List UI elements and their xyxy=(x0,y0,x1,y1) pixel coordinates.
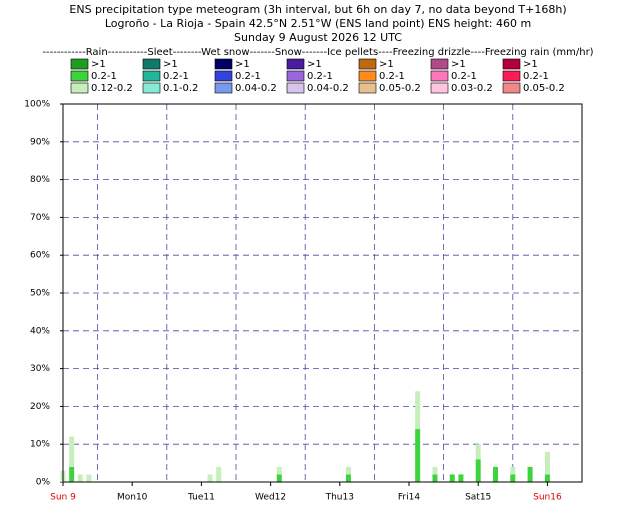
bar xyxy=(276,474,282,482)
bar xyxy=(216,466,222,482)
bar xyxy=(345,474,351,482)
legend-label: 0.03-0.2 xyxy=(451,83,493,94)
legend-swatch xyxy=(70,70,89,82)
legend-label: 0.2-1 xyxy=(379,71,405,82)
bar xyxy=(69,466,75,482)
legend-label: >1 xyxy=(307,59,322,70)
bar xyxy=(432,466,438,475)
legend-swatch xyxy=(502,82,521,94)
bar xyxy=(475,459,481,482)
legend-label: >1 xyxy=(235,59,250,70)
y-tick-label: 0% xyxy=(36,478,51,488)
bar xyxy=(449,474,455,482)
legend-swatch xyxy=(358,82,377,94)
legend-swatch xyxy=(214,70,233,82)
chart-title: ENS precipitation type meteogram (3h int… xyxy=(69,3,566,16)
legend-header: ------------Rain-----------Sleet--------… xyxy=(42,47,593,58)
legend-swatch xyxy=(70,58,89,70)
y-tick-label: 90% xyxy=(30,137,50,147)
legend-swatch xyxy=(214,82,233,94)
y-tick-label: 20% xyxy=(30,402,50,412)
legend-swatch xyxy=(430,58,449,70)
bar xyxy=(77,474,83,482)
chart-date: Sunday 9 August 2026 12 UTC xyxy=(234,31,402,44)
x-tick-label: Tue11 xyxy=(187,493,215,503)
legend-swatch xyxy=(214,58,233,70)
x-tick-label: Sat15 xyxy=(465,493,491,503)
legend-label: 0.05-0.2 xyxy=(523,83,565,94)
bar xyxy=(86,474,92,482)
y-tick-label: 10% xyxy=(30,440,50,450)
bar xyxy=(207,474,213,482)
x-tick-label: Sun16 xyxy=(533,493,562,503)
bar xyxy=(345,466,351,475)
legend-swatch xyxy=(358,70,377,82)
legend-label: 0.1-0.2 xyxy=(163,83,198,94)
legend-swatch xyxy=(286,82,305,94)
legend-label: 0.2-1 xyxy=(163,71,189,82)
bar xyxy=(510,474,516,482)
bar xyxy=(276,466,282,475)
x-tick-label: Wed12 xyxy=(255,493,286,503)
bar xyxy=(544,474,550,482)
legend-swatch xyxy=(430,70,449,82)
legend-swatch xyxy=(142,58,161,70)
legend-label: >1 xyxy=(91,59,106,70)
y-tick-label: 100% xyxy=(24,100,50,110)
bar xyxy=(69,436,75,467)
legend-swatch xyxy=(430,82,449,94)
legend-label: 0.05-0.2 xyxy=(379,83,421,94)
bar xyxy=(544,451,550,475)
legend-label: >1 xyxy=(523,59,538,70)
bar xyxy=(415,429,421,482)
legend-swatch xyxy=(358,58,377,70)
bar xyxy=(493,466,498,482)
legend-swatch xyxy=(142,70,161,82)
legend-label: 0.2-1 xyxy=(91,71,117,82)
legend-swatch xyxy=(70,82,89,94)
legend-label: >1 xyxy=(379,59,394,70)
plot-frame xyxy=(62,103,583,483)
legend-swatch xyxy=(502,58,521,70)
chart-subtitle: Logroño - La Rioja - Spain 42.5°N 2.51°W… xyxy=(105,17,531,30)
legend-swatch xyxy=(502,70,521,82)
y-tick-label: 80% xyxy=(30,175,50,185)
y-tick-label: 30% xyxy=(30,364,50,374)
bar xyxy=(510,466,516,475)
legend-label: 0.12-0.2 xyxy=(91,83,133,94)
legend-label: 0.2-1 xyxy=(523,71,549,82)
legend-label: 0.04-0.2 xyxy=(235,83,277,94)
legend-label: >1 xyxy=(451,59,466,70)
y-tick-label: 70% xyxy=(30,213,50,223)
legend-label: 0.2-1 xyxy=(307,71,333,82)
x-tick-label: Fri14 xyxy=(398,493,420,503)
bar xyxy=(432,474,438,482)
y-tick-label: 50% xyxy=(30,289,50,299)
legend-label: 0.04-0.2 xyxy=(307,83,349,94)
legend-swatch xyxy=(142,82,161,94)
bar xyxy=(475,444,481,460)
bar xyxy=(527,466,533,482)
legend-swatch xyxy=(286,58,305,70)
y-tick-label: 40% xyxy=(30,326,50,336)
legend-label: >1 xyxy=(163,59,178,70)
legend-label: 0.2-1 xyxy=(451,71,477,82)
x-tick-label: Mon10 xyxy=(117,493,148,503)
x-tick-label: Thu13 xyxy=(325,493,354,503)
legend-swatch xyxy=(286,70,305,82)
y-tick-label: 60% xyxy=(30,251,50,261)
bar xyxy=(458,474,464,482)
x-tick-label: Sun 9 xyxy=(50,493,76,503)
legend-label: 0.2-1 xyxy=(235,71,261,82)
bar xyxy=(415,391,421,430)
